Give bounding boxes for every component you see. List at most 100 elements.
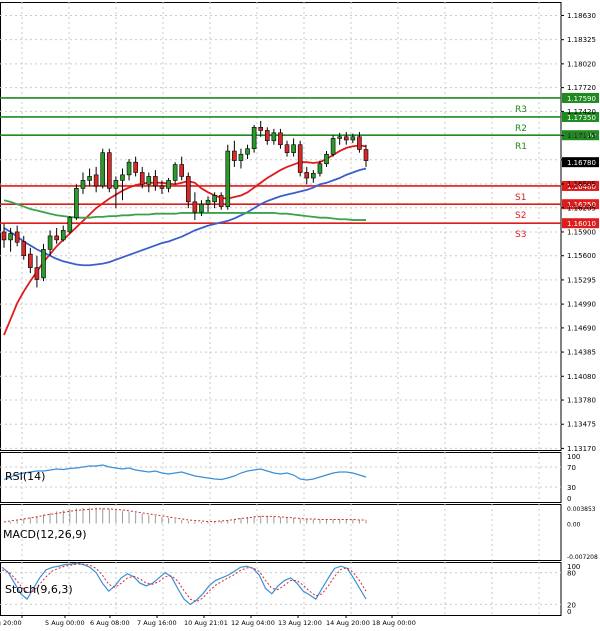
candle: [357, 132, 362, 153]
current-price-label: 1.16780: [567, 159, 596, 167]
candle: [179, 156, 185, 181]
candle-body: [14, 231, 20, 243]
level-tag-r2: [562, 111, 599, 122]
candle-body: [330, 138, 336, 155]
candle: [47, 230, 53, 256]
stoch-tick-label: 80: [567, 570, 576, 578]
price-tick-label: 1.14385: [567, 349, 596, 357]
time-tick-label: 18 Aug 00:00: [372, 619, 416, 627]
candle-body: [28, 253, 33, 268]
current-price-tag: [562, 157, 599, 168]
price-tick-label: 1.18325: [567, 36, 596, 44]
level-price-s3: 1.16010: [567, 220, 596, 228]
stoch-label: Stoch(9,6,3): [5, 583, 73, 596]
level-price-r1: 1.17120: [567, 132, 596, 140]
candle-body: [238, 153, 244, 161]
price-tick-label: 1.15900: [567, 228, 596, 236]
candle: [330, 135, 336, 157]
stoch-tick-label: 0: [567, 608, 571, 616]
stoch-signal-line: [1, 563, 367, 603]
level-name-r2: R2: [515, 124, 527, 134]
candle-body: [1, 231, 7, 241]
price-tick-label: 1.14690: [567, 324, 596, 332]
stoch-tick-label: 20: [567, 601, 576, 609]
candle-body: [34, 267, 40, 280]
candle: [350, 133, 356, 144]
level-name-s1: S1: [515, 193, 526, 203]
candle-body: [146, 176, 152, 185]
candle: [113, 176, 119, 209]
macd-tick-label: -0.007208: [567, 554, 598, 561]
candle: [264, 127, 270, 145]
candle: [74, 184, 79, 221]
candle-body: [258, 126, 263, 131]
chart-frame: [0, 2, 562, 616]
stoch-main-line: [1, 562, 367, 606]
candle: [159, 180, 165, 194]
candle-body: [47, 235, 53, 250]
candle-body: [21, 241, 27, 257]
price-tick-label: 1.15295: [567, 276, 596, 284]
panel-border: [0, 452, 562, 503]
price-tick-label: 1.14080: [567, 373, 596, 381]
candle-body: [153, 176, 158, 187]
candle: [185, 172, 191, 209]
time-tick-label: 12 Aug 04:00: [231, 619, 275, 627]
candle: [21, 235, 27, 260]
price-tick-label: 1.16505: [567, 180, 596, 188]
candle-body: [159, 185, 165, 189]
candle: [8, 227, 13, 252]
macd-panel: 0.003853 0.00 -0.007208 MACD(12,26,9): [3, 506, 598, 561]
panel-border: [0, 562, 562, 616]
stoch-tick-label: 100: [567, 563, 580, 571]
candle: [225, 144, 231, 210]
candle: [278, 128, 283, 149]
candle-body: [67, 217, 73, 233]
candle-body: [297, 144, 303, 173]
macd-tick-label: 0.003853: [567, 506, 596, 513]
candle-body: [343, 136, 349, 141]
candle-body: [284, 144, 290, 153]
candle: [212, 192, 217, 209]
candle-body: [80, 180, 86, 189]
rsi-panel: 100 70 30 0 RSI(14): [0, 453, 580, 503]
candle-body: [350, 136, 356, 141]
level-price-r2: 1.17350: [567, 114, 596, 122]
candle-body: [251, 126, 257, 149]
level-price-s2: 1.16250: [567, 201, 596, 209]
level-tag-r3: [562, 92, 599, 103]
candle-body: [337, 136, 342, 139]
level-name-s3: S3: [515, 230, 526, 240]
candle: [100, 148, 106, 189]
ma-line-ma-slow: [3, 167, 367, 267]
candle-body: [199, 203, 204, 213]
candle-body: [271, 132, 277, 142]
candle: [192, 192, 198, 221]
candle: [54, 227, 59, 244]
macd-label: MACD(12,26,9): [3, 528, 87, 541]
price-tick-label: 1.17420: [567, 108, 596, 116]
candle-body: [133, 161, 138, 173]
candle: [199, 200, 204, 217]
time-tick-label: 7 Aug 16:00: [137, 619, 177, 627]
level-tag-s3: [562, 218, 599, 229]
candle-body: [87, 176, 92, 181]
candle-body: [363, 149, 369, 161]
candle-body: [8, 233, 13, 241]
candle: [139, 166, 145, 189]
candle: [120, 168, 125, 201]
candle-body: [291, 144, 296, 153]
candle: [317, 160, 323, 177]
candle: [126, 158, 132, 181]
candle: [284, 140, 290, 157]
candle-body: [264, 130, 270, 142]
rsi-tick-label: 30: [567, 484, 576, 492]
price-tick-label: 1.13780: [567, 397, 596, 405]
rsi-tick-label: 0: [567, 495, 571, 503]
candle-body: [172, 164, 178, 181]
level-tag-s2: [562, 199, 599, 210]
price-tick-label: 1.16205: [567, 204, 596, 212]
level-name-r3: R3: [515, 105, 527, 115]
level-tag-r1: [562, 130, 599, 141]
candle: [133, 156, 138, 177]
